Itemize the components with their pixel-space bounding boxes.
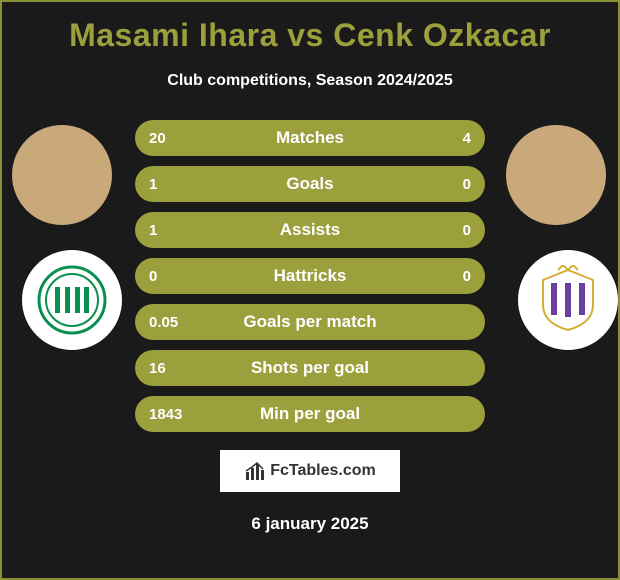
stat-row: 16 Shots per goal (135, 350, 485, 386)
comparison-area: 20 Matches 4 1 Goals 0 1 Assists 0 0 Hat… (2, 120, 618, 440)
stat-label: Goals (209, 174, 411, 194)
club-crest-right-icon (533, 265, 603, 335)
club-badge-right (518, 250, 618, 350)
stat-label: Min per goal (209, 404, 411, 424)
stat-left-value: 1843 (149, 406, 209, 423)
stat-right-value: 4 (411, 130, 471, 147)
stat-row: 20 Matches 4 (135, 120, 485, 156)
stat-row: 1 Goals 0 (135, 166, 485, 202)
page-title: Masami Ihara vs Cenk Ozkacar (2, 17, 618, 54)
stat-row: 0 Hattricks 0 (135, 258, 485, 294)
stat-left-value: 0 (149, 268, 209, 285)
stat-left-value: 1 (149, 176, 209, 193)
stat-left-value: 16 (149, 360, 209, 377)
stat-left-value: 1 (149, 222, 209, 239)
stat-label: Assists (209, 220, 411, 240)
player-avatar-left (12, 125, 112, 225)
comparison-card: Masami Ihara vs Cenk Ozkacar Club compet… (0, 0, 620, 580)
avatar-silhouette-left (12, 125, 112, 225)
stat-left-value: 0.05 (149, 314, 209, 331)
subtitle: Club competitions, Season 2024/2025 (2, 72, 618, 90)
player-avatar-right (506, 125, 606, 225)
avatar-silhouette-right (506, 125, 606, 225)
stat-row: 1843 Min per goal (135, 396, 485, 432)
stat-rows: 20 Matches 4 1 Goals 0 1 Assists 0 0 Hat… (135, 120, 485, 432)
source-logo-text: FcTables.com (270, 462, 376, 480)
stat-right-value: 0 (411, 176, 471, 193)
stat-right-value: 0 (411, 268, 471, 285)
club-badge-left (22, 250, 122, 350)
source-logo: FcTables.com (220, 450, 400, 492)
date-label: 6 january 2025 (2, 514, 618, 534)
stat-label: Matches (209, 128, 411, 148)
stat-label: Hattricks (209, 266, 411, 286)
stat-row: 0.05 Goals per match (135, 304, 485, 340)
club-crest-left-icon (37, 265, 107, 335)
stat-left-value: 20 (149, 130, 209, 147)
stat-row: 1 Assists 0 (135, 212, 485, 248)
stat-label: Goals per match (209, 312, 411, 332)
chart-icon (244, 460, 266, 482)
stat-right-value: 0 (411, 222, 471, 239)
stat-label: Shots per goal (209, 358, 411, 378)
